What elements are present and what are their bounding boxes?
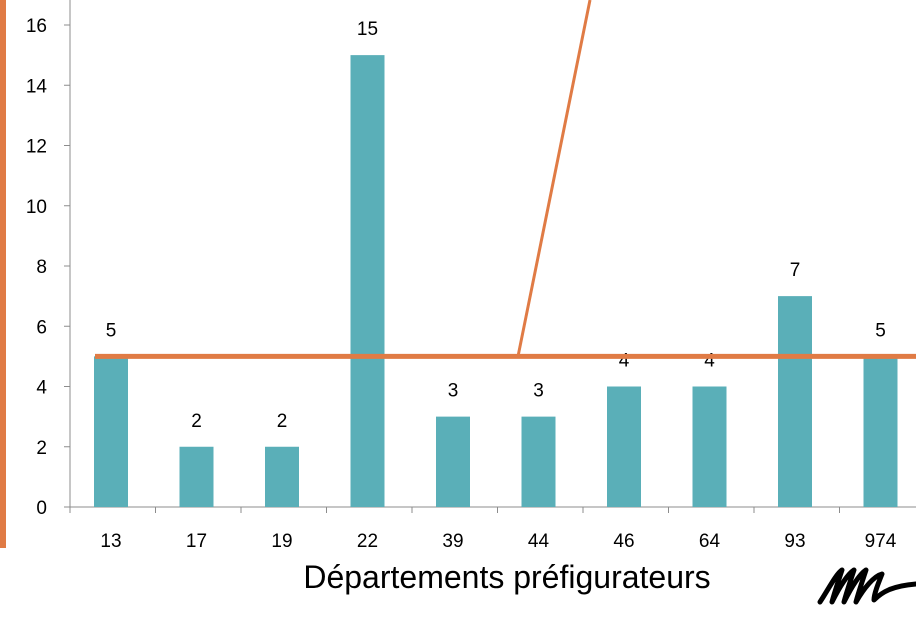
x-tick-label: 64 (699, 531, 721, 552)
y-tick-label: 14 (26, 76, 48, 97)
x-tick-label: 17 (186, 531, 207, 552)
x-tick-label: 974 (865, 531, 897, 552)
x-axis: 13 17 19 22 39 44 46 64 93 974 (69, 506, 916, 552)
y-tick-label: 8 (36, 257, 47, 278)
reference-line-group (95, 0, 916, 359)
bar (607, 386, 641, 507)
bar-value-label: 3 (448, 381, 459, 402)
bar-value-label: 4 (704, 351, 715, 372)
bar (265, 446, 299, 507)
y-tick-label: 2 (36, 438, 47, 459)
signature-logo (817, 567, 916, 605)
bar-value-label: 3 (533, 381, 544, 402)
x-tick-label: 44 (528, 531, 550, 552)
x-axis-title: Départements préfigurateurs (303, 559, 710, 595)
left-accent-border (0, 0, 6, 548)
x-tick-label: 22 (357, 531, 378, 552)
x-tick-label: 13 (100, 531, 121, 552)
reference-leader-line (516, 0, 592, 357)
data-labels: 5 2 2 15 3 3 4 4 7 5 (106, 19, 886, 432)
y-tick-label: 16 (26, 16, 47, 37)
bar-value-label: 4 (619, 351, 630, 372)
bar (350, 55, 385, 507)
bar (863, 356, 898, 507)
bar (436, 416, 470, 507)
bar (692, 386, 727, 507)
bar (94, 356, 128, 507)
y-tick-label: 6 (36, 317, 47, 338)
y-tick-label: 4 (36, 378, 47, 399)
x-tick-label: 93 (784, 531, 805, 552)
x-tick-label: 46 (613, 531, 634, 552)
y-tick-label: 12 (26, 137, 47, 158)
bar-value-label: 2 (277, 411, 288, 432)
bar (179, 446, 214, 507)
y-tick-label: 10 (26, 197, 47, 218)
bar-value-label: 7 (790, 260, 801, 281)
bar-value-label: 2 (191, 411, 202, 432)
bar-value-label: 5 (875, 320, 886, 341)
bar-value-label: 5 (106, 320, 117, 341)
x-tick-label: 19 (271, 531, 292, 552)
bar-value-label: 15 (357, 19, 378, 40)
y-tick-label: 0 (36, 498, 47, 519)
bars (94, 55, 898, 507)
x-tick-label: 39 (442, 531, 463, 552)
y-axis: 0 2 4 6 8 10 12 14 16 (26, 0, 71, 519)
bar (521, 416, 556, 507)
bar (778, 296, 812, 507)
